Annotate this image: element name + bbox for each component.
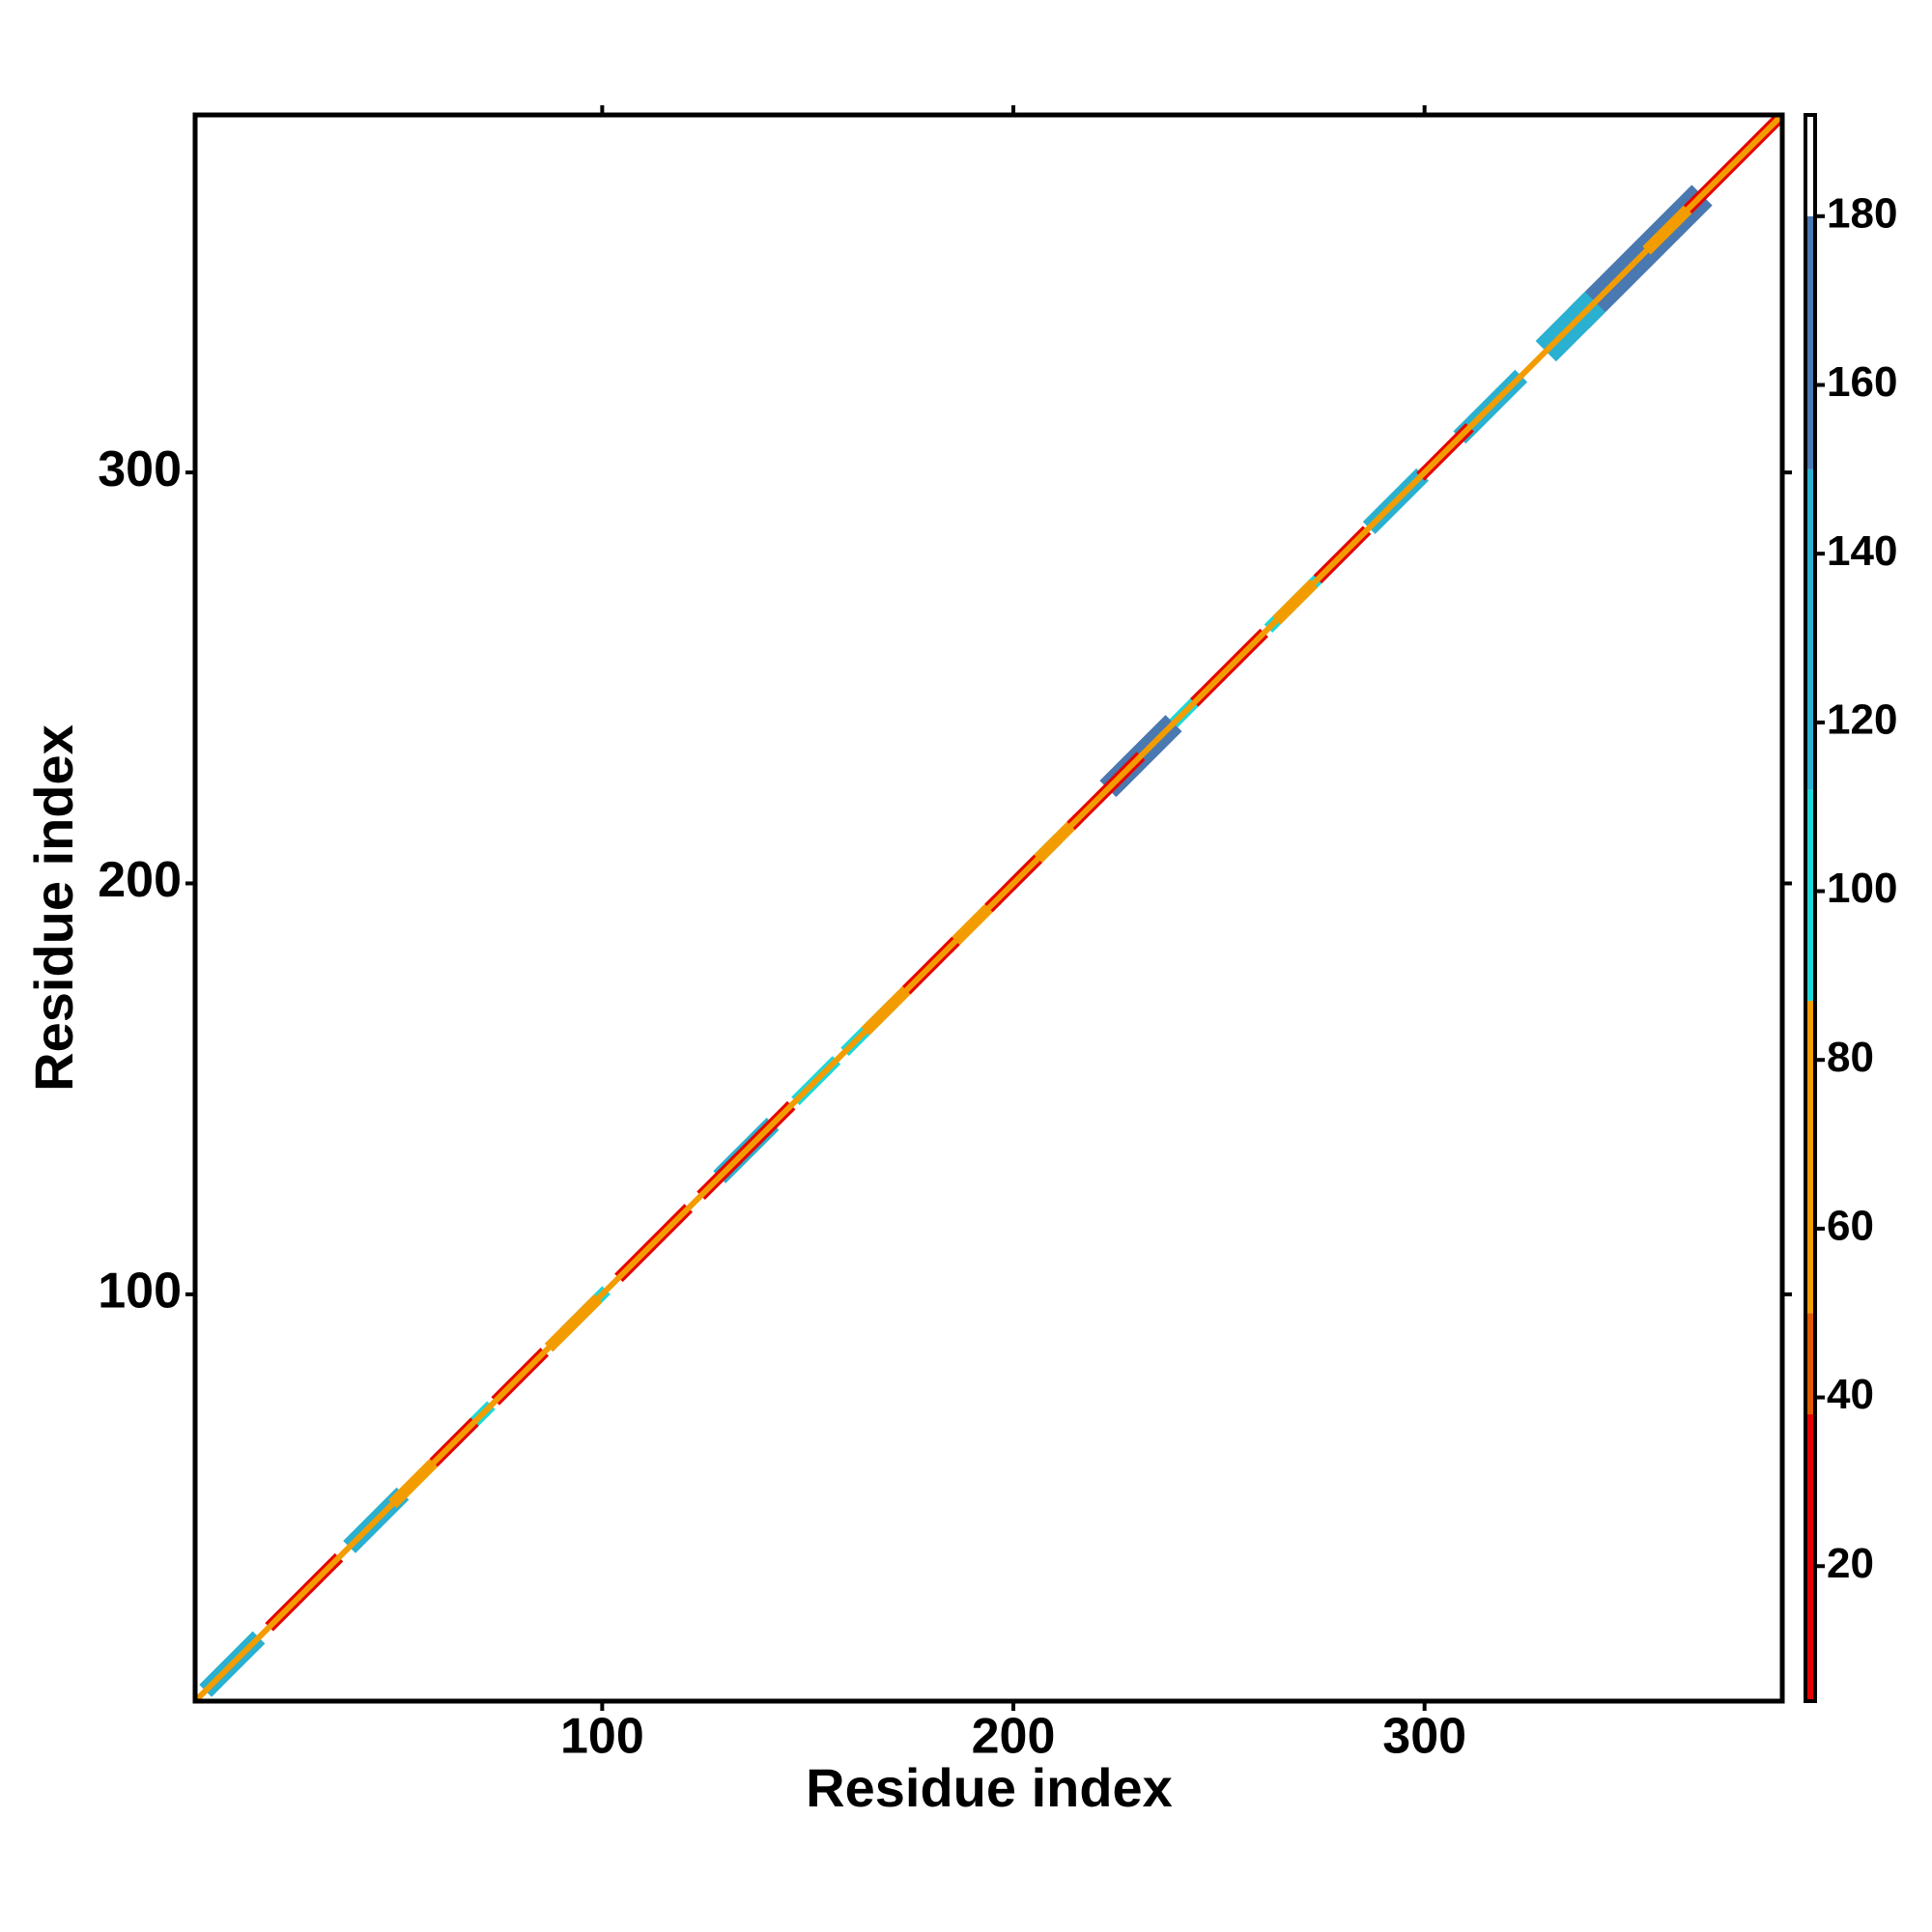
colorbar-tick-label: 160	[1827, 358, 1897, 406]
colorbar-tick-label: 20	[1827, 1540, 1874, 1587]
colorbar-tick-label: 60	[1827, 1203, 1874, 1250]
x-tick-label: 300	[1382, 1709, 1466, 1765]
colorbar-band	[1805, 215, 1815, 469]
y-axis-title: Residue index	[23, 724, 84, 1092]
x-tick-label: 100	[560, 1709, 644, 1765]
plot-frame	[192, 112, 1785, 1704]
y-tick-label: 300	[98, 441, 182, 497]
colorbar-tick-label: 120	[1827, 696, 1897, 743]
colorbar-tick-label: 180	[1827, 189, 1897, 237]
heatmap-cells	[195, 115, 1782, 1701]
x-axis-title: Residue index	[806, 1757, 1173, 1818]
y-tick-label: 200	[98, 852, 182, 908]
colorbar-band	[1805, 1001, 1815, 1314]
colorbar-tick-label: 40	[1827, 1371, 1874, 1418]
colorbar-band	[1805, 1313, 1815, 1415]
y-tick-label: 100	[98, 1264, 182, 1320]
colorbar-band	[1805, 1414, 1815, 1701]
x-tick-label: 200	[972, 1709, 1056, 1765]
colorbar-band	[1805, 789, 1815, 1002]
colorbar-band	[1805, 115, 1815, 216]
colorbar-tick-label: 140	[1827, 527, 1897, 575]
colorbar-band	[1805, 469, 1815, 790]
contact-band	[195, 115, 1782, 1701]
colorbar-tick-label: 100	[1827, 865, 1897, 912]
colorbar-tick-label: 80	[1827, 1034, 1874, 1081]
colorbar-frame	[1804, 113, 1817, 1703]
